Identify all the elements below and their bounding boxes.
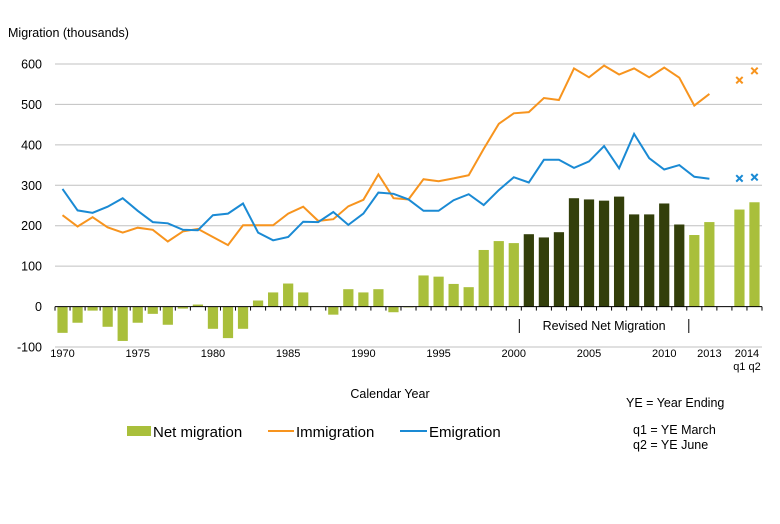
bar-1972	[87, 306, 98, 311]
x-tick-labels: 1970 1975 1980 1985 1990 1995 2000 2005 2010 2013…	[50, 348, 760, 373]
bar-1978	[177, 306, 188, 309]
bar-2014-q2	[749, 202, 760, 307]
bar-2006	[598, 200, 610, 307]
bar-1990	[358, 292, 369, 307]
bar-2002	[538, 237, 549, 307]
bar-2014-q1	[734, 209, 745, 307]
x-axis-title: Calendar Year	[350, 387, 429, 401]
x-tick-label: 1980	[201, 348, 225, 360]
x-tick-label: 1995	[426, 348, 450, 360]
bar-2011	[674, 224, 685, 307]
x-axis	[54, 306, 763, 311]
bar-1989	[343, 289, 354, 307]
bar-1984	[268, 292, 279, 307]
bar-1997	[463, 287, 474, 307]
bar-1999	[493, 241, 504, 307]
note-year-ending: YE = Year Ending	[626, 396, 724, 410]
y-tick-label: -100	[17, 341, 42, 355]
x-tick-label: 2010	[652, 348, 676, 360]
x-tick-label-2014: 2014	[735, 348, 759, 360]
bar-1986	[298, 292, 309, 307]
bar-1996	[448, 283, 459, 307]
x-tick-label: 1990	[351, 348, 375, 360]
bar-1977	[162, 306, 173, 325]
y-tick-label: 200	[21, 219, 42, 233]
bar-1971	[72, 306, 83, 323]
immigration-marker-2014-q2	[750, 66, 759, 75]
revised-net-migration-annotation: Revised Net Migration	[518, 319, 690, 333]
y-tick-label: 0	[35, 300, 42, 314]
x-tick-label: 2000	[502, 348, 526, 360]
note-q2: q2 = YE June	[633, 438, 708, 452]
legend-label-immigration: Immigration	[296, 424, 374, 441]
y-tick-label: 300	[21, 179, 42, 193]
legend: Net migration Immigration Emigration	[127, 424, 501, 441]
bar-1976	[147, 306, 158, 314]
immigration-marker-2014-q1	[735, 76, 744, 85]
bar-1988	[328, 306, 339, 315]
x-mark-stroke	[735, 76, 744, 85]
x-tick-label: 1985	[276, 348, 300, 360]
bar-2013	[704, 222, 715, 307]
legend-swatch-net-migration	[127, 426, 151, 436]
annotation-text: Revised Net Migration	[543, 319, 666, 333]
x-tick-label: 1970	[50, 348, 74, 360]
bar-1980	[207, 306, 219, 329]
emigration-line	[61, 131, 710, 242]
bar-1970	[57, 306, 68, 333]
bar-2001	[523, 234, 534, 307]
bar-1982	[237, 306, 249, 329]
bar-1998	[478, 249, 489, 307]
bar-1991	[373, 289, 384, 307]
bar-1992	[388, 306, 399, 313]
x-mark-stroke	[750, 173, 759, 182]
x-mark-stroke	[750, 66, 759, 75]
lines	[61, 64, 711, 247]
bar-1994	[418, 275, 429, 307]
net-migration-bars	[57, 196, 760, 341]
markers	[735, 66, 759, 183]
bar-2003	[553, 232, 565, 307]
bar-1985	[283, 283, 294, 307]
note-q1: q1 = YE March	[633, 423, 716, 437]
bar-2009	[644, 214, 655, 307]
bar-1973	[102, 306, 113, 327]
y-tick-label: 600	[21, 58, 42, 72]
x-tick-label: 1975	[125, 348, 149, 360]
x-mark-stroke	[735, 174, 744, 183]
bar-2012	[689, 235, 700, 307]
bar-2004	[568, 198, 580, 307]
bar-2008	[629, 214, 640, 307]
bar-2005	[583, 199, 595, 307]
emigration-marker-2014-q2	[750, 173, 759, 182]
bar-1974	[117, 306, 128, 341]
bar-1975	[132, 306, 143, 323]
x-tick-label: 2013	[697, 348, 721, 360]
legend-label-net-migration: Net migration	[153, 424, 242, 441]
bar-1979	[192, 304, 204, 307]
y-tick-label: 500	[21, 98, 42, 112]
bar-2000	[508, 243, 519, 307]
bar-2010	[659, 203, 670, 307]
y-tick-labels: -100 0 100 200 300 400 500 600	[17, 58, 42, 355]
bar-1981	[222, 306, 234, 339]
x-tick-label: 2005	[577, 348, 601, 360]
x-tick-label-2014-quarters: q1 q2	[733, 361, 761, 373]
emigration-marker-2014-q1	[735, 174, 744, 183]
bar-1995	[433, 276, 444, 307]
y-tick-label: 100	[21, 260, 42, 274]
bar-2007	[613, 196, 625, 307]
gridlines	[55, 63, 762, 348]
bar-1983	[252, 300, 264, 307]
y-axis-title: Migration (thousands)	[8, 26, 129, 40]
legend-label-emigration: Emigration	[429, 424, 501, 441]
y-tick-label: 400	[21, 138, 42, 152]
immigration-line	[61, 64, 711, 247]
